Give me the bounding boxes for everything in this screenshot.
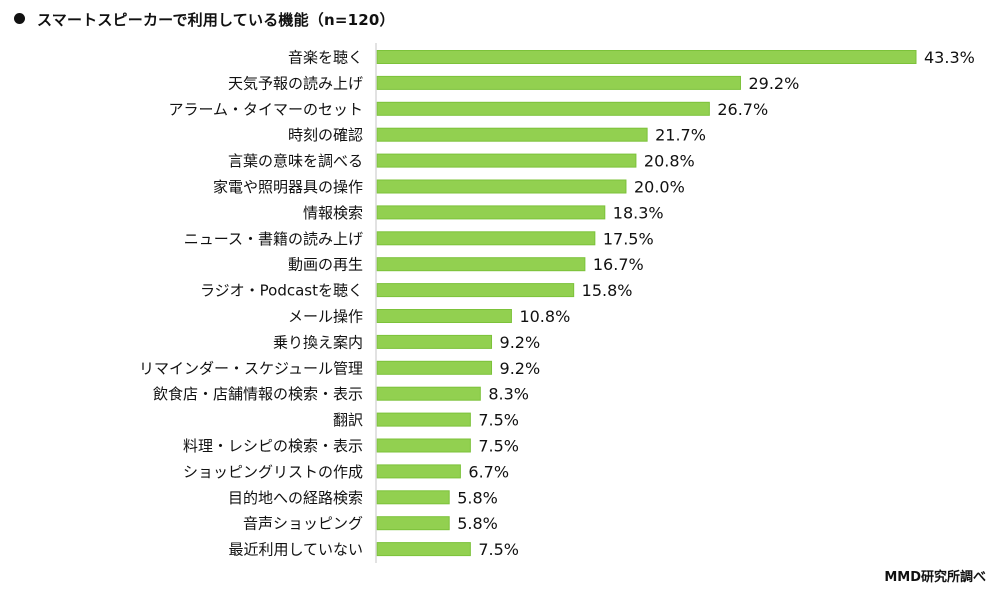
category-label: 天気予報の読み上げ xyxy=(228,74,363,92)
bar xyxy=(376,516,450,531)
category-label: ラジオ・Podcastを聴く xyxy=(200,282,363,300)
chart-title: スマートスピーカーで利用している機能（n=120） xyxy=(14,9,395,30)
category-label: 翻訳 xyxy=(333,411,363,429)
bar xyxy=(376,490,450,505)
bullet-icon xyxy=(14,13,25,24)
category-label: 最近利用していない xyxy=(228,541,363,559)
category-label: 家電や照明器具の操作 xyxy=(213,178,363,196)
value-label: 21.7% xyxy=(655,126,706,145)
value-label: 5.8% xyxy=(457,514,498,533)
category-label: 動画の再生 xyxy=(288,256,363,274)
bar xyxy=(376,334,493,349)
value-label: 43.3% xyxy=(924,48,975,67)
bar xyxy=(376,360,493,375)
category-label: 言葉の意味を調べる xyxy=(228,152,363,170)
value-label: 5.8% xyxy=(457,488,498,507)
category-label: 時刻の確認 xyxy=(288,126,363,144)
category-label: 飲食店・店舗情報の検索・表示 xyxy=(153,385,363,403)
value-label: 17.5% xyxy=(603,229,654,248)
category-label: 乗り換え案内 xyxy=(273,333,363,351)
value-label: 9.2% xyxy=(500,333,541,352)
bar xyxy=(376,412,471,427)
value-label: 7.5% xyxy=(478,540,519,559)
bar xyxy=(376,438,471,453)
bar xyxy=(376,231,596,246)
bar xyxy=(376,179,627,194)
bar xyxy=(376,153,637,168)
value-label: 7.5% xyxy=(478,437,519,456)
value-label: 26.7% xyxy=(717,100,768,119)
value-label: 20.8% xyxy=(644,152,695,171)
category-label: 音声ショッピング xyxy=(243,515,363,533)
category-label: ショッピングリストの作成 xyxy=(183,463,363,481)
bar xyxy=(376,386,481,401)
category-label: 音楽を聴く xyxy=(288,49,363,67)
category-label: 目的地への経路検索 xyxy=(228,489,363,507)
value-label: 29.2% xyxy=(748,74,799,93)
value-label: 7.5% xyxy=(478,411,519,430)
bar xyxy=(376,127,648,142)
category-label: 情報検索 xyxy=(303,204,363,222)
source-note: MMD研究所調べ xyxy=(884,570,986,585)
bar xyxy=(376,542,471,557)
value-label: 6.7% xyxy=(468,462,509,481)
bar xyxy=(376,464,461,479)
bar xyxy=(376,50,917,64)
category-label: リマインダー・スケジュール管理 xyxy=(139,359,363,377)
category-label: アラーム・タイマーのセット xyxy=(168,100,363,118)
chart-title-text: スマートスピーカーで利用している機能（n=120） xyxy=(37,11,395,29)
value-label: 20.0% xyxy=(634,178,685,197)
value-label: 15.8% xyxy=(582,281,633,300)
value-label: 8.3% xyxy=(488,385,529,404)
bar xyxy=(376,283,575,298)
bar xyxy=(376,309,512,323)
category-label: 料理・レシピの検索・表示 xyxy=(183,437,363,455)
value-label: 10.8% xyxy=(519,307,570,326)
category-label: ニュース・書籍の読み上げ xyxy=(184,230,363,248)
value-label: 18.3% xyxy=(613,203,664,222)
bars-group: 音楽を聴く 43.3% 天気予報の読み上げ 29.2% アラーム・タイマーのセット 26.… xyxy=(139,48,975,559)
bar xyxy=(376,257,586,272)
category-label: メール操作 xyxy=(288,308,363,326)
value-label: 16.7% xyxy=(593,255,644,274)
bar xyxy=(376,75,741,90)
bar xyxy=(376,101,710,116)
value-label: 9.2% xyxy=(500,359,541,378)
bar xyxy=(376,205,606,220)
